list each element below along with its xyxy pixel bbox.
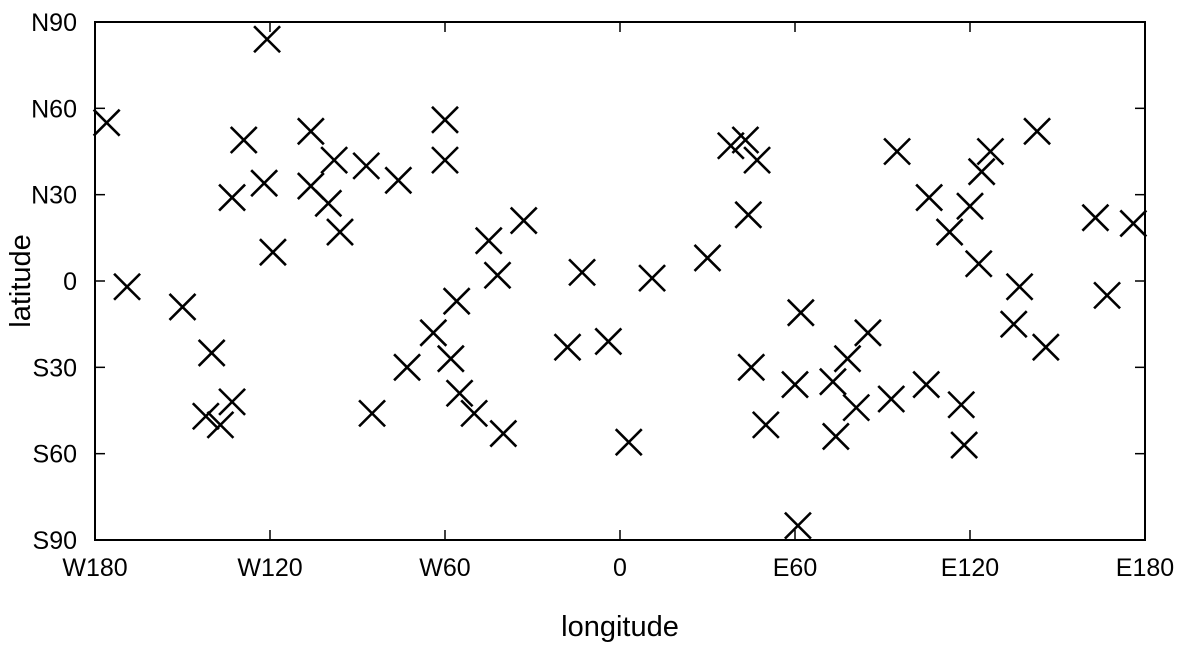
data-point-x-marker	[296, 117, 325, 146]
data-point-x-marker	[393, 353, 422, 382]
data-point-x-marker	[956, 192, 984, 221]
x-tick-label: E60	[773, 554, 817, 582]
data-point-x-marker	[218, 183, 247, 212]
y-tick-label: S90	[33, 527, 77, 555]
data-point-x-marker	[419, 318, 448, 347]
data-point-x-marker	[638, 264, 667, 293]
y-tick-label: S60	[33, 441, 77, 469]
x-axis-label: longitude	[561, 611, 679, 643]
y-tick-label: N90	[31, 9, 77, 37]
data-point-x-marker	[594, 327, 623, 356]
data-point-x-marker	[191, 402, 220, 431]
data-point-x-marker	[935, 218, 964, 246]
data-point-x-marker	[509, 206, 538, 235]
data-point-x-marker	[1119, 209, 1148, 238]
data-point-x-marker	[442, 287, 471, 316]
data-point-x-marker	[206, 410, 235, 439]
x-tick-label: W120	[237, 554, 302, 582]
data-point-x-marker	[743, 146, 772, 175]
data-markers	[92, 25, 1148, 540]
data-point-x-marker	[258, 238, 287, 267]
data-point-x-marker	[853, 318, 882, 347]
data-point-x-marker	[553, 333, 582, 362]
data-point-x-marker	[967, 157, 996, 186]
x-tick-label: E180	[1116, 554, 1174, 582]
y-tick-label: N60	[31, 95, 77, 123]
x-tick-label: W180	[62, 554, 127, 582]
data-point-x-marker	[833, 344, 862, 373]
data-point-x-marker	[950, 431, 979, 459]
data-point-x-marker	[253, 25, 282, 54]
data-point-x-marker	[384, 166, 413, 195]
data-point-x-marker	[731, 126, 760, 154]
data-point-x-marker	[326, 218, 354, 246]
y-tick-labels: N90 N60 N30 0 S30 S60 S90	[31, 9, 77, 555]
data-point-x-marker	[614, 428, 643, 457]
data-point-x-marker	[250, 169, 279, 198]
data-point-x-marker	[358, 399, 387, 428]
data-point-x-marker	[483, 261, 512, 290]
data-point-x-marker	[915, 183, 944, 212]
data-point-x-marker	[1023, 117, 1052, 146]
data-point-x-marker	[1031, 333, 1060, 362]
y-axis-label: latitude	[5, 234, 37, 328]
data-point-x-marker	[877, 385, 906, 413]
data-point-x-marker	[431, 105, 459, 134]
plot-area-frame	[94, 21, 1146, 541]
data-point-x-marker	[229, 126, 258, 154]
data-point-x-marker	[168, 292, 197, 321]
data-point-x-marker	[842, 393, 871, 422]
y-tick-label: S30	[33, 354, 77, 382]
data-point-x-marker	[460, 399, 489, 428]
x-tick-label: E120	[941, 554, 999, 582]
data-point-x-marker	[964, 249, 993, 278]
data-point-x-marker	[314, 189, 343, 218]
data-point-x-marker	[976, 137, 1005, 166]
data-point-x-marker	[197, 339, 226, 367]
data-point-x-marker	[113, 272, 142, 301]
data-point-x-marker	[781, 370, 809, 399]
data-point-x-marker	[218, 387, 247, 416]
data-point-x-marker	[1081, 203, 1110, 232]
x-tick-labels: W180 W120 W60 0 E60 E120 E180	[62, 554, 1174, 582]
y-tick-label: N30	[31, 182, 77, 210]
data-point-x-marker	[92, 108, 121, 137]
data-point-x-marker	[737, 353, 766, 382]
data-point-x-marker	[734, 200, 763, 229]
x-tick-label: 0	[613, 554, 627, 582]
data-point-x-marker	[489, 419, 518, 448]
data-point-x-marker	[783, 511, 812, 540]
data-point-x-marker	[568, 258, 597, 287]
tick-marks	[94, 21, 1146, 541]
data-point-x-marker	[818, 367, 847, 396]
data-point-x-marker	[474, 226, 503, 255]
x-tick-label: W60	[419, 554, 470, 582]
data-point-x-marker	[693, 244, 722, 272]
data-point-x-marker	[352, 151, 381, 180]
data-point-x-marker	[883, 137, 912, 166]
data-point-x-marker	[999, 310, 1028, 339]
data-point-x-marker	[912, 370, 941, 399]
data-point-x-marker	[821, 422, 850, 451]
data-point-x-marker	[751, 410, 780, 439]
y-tick-label: 0	[63, 268, 77, 296]
data-point-x-marker	[947, 390, 976, 419]
data-point-x-marker	[431, 146, 459, 175]
data-point-x-marker	[716, 131, 745, 160]
data-point-x-marker	[786, 298, 815, 327]
data-point-x-marker	[445, 379, 474, 408]
data-point-x-marker	[1005, 272, 1034, 301]
data-point-x-marker	[1093, 281, 1122, 310]
data-point-x-marker	[436, 344, 465, 373]
data-point-x-marker	[320, 146, 349, 175]
